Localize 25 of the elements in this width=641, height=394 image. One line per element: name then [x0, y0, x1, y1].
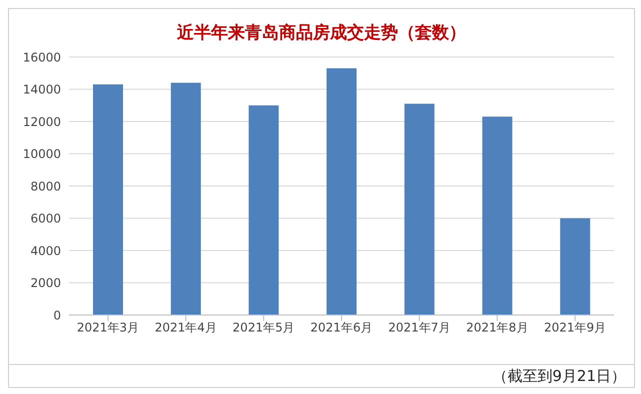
bar [248, 105, 279, 315]
x-tick-label: 2021年6月 [310, 320, 373, 335]
y-tick-label: 12000 [22, 114, 61, 129]
y-tick-label: 4000 [30, 244, 61, 258]
x-tick-label: 2021年3月 [76, 320, 140, 335]
x-tick-label: 2021年7月 [388, 320, 450, 335]
bar [93, 84, 123, 315]
y-tick-label: 2000 [30, 276, 61, 290]
bar [482, 116, 512, 315]
x-tick-label: 2021年8月 [466, 320, 528, 335]
y-tick-label: 16000 [22, 50, 61, 64]
y-tick-label: 8000 [30, 179, 61, 194]
bar [560, 218, 590, 315]
y-tick-label: 14000 [22, 82, 61, 97]
x-tick-label: 2021年5月 [232, 320, 295, 335]
y-tick-label: 10000 [22, 147, 61, 162]
y-tick-label: 0 [53, 308, 61, 322]
y-tick-label: 6000 [30, 212, 61, 226]
text: （截至到9月21日） [492, 367, 626, 385]
bar [404, 104, 434, 315]
bar [170, 82, 201, 315]
x-tick-label: 2021年9月 [544, 320, 606, 335]
x-tick-label: 2021年4月 [154, 320, 217, 335]
chart-title: 近半年来青岛商品房成交走势（套数） [176, 22, 467, 45]
bar [326, 68, 357, 315]
